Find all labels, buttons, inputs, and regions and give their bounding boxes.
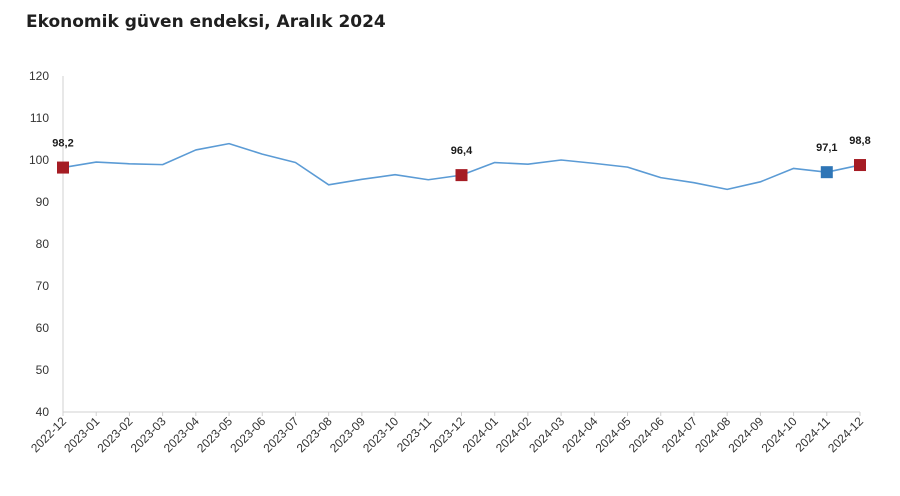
x-tick-label: 2023-05 (194, 414, 235, 455)
x-tick-label: 2022-12 (28, 414, 69, 455)
y-tick-label: 60 (36, 321, 50, 335)
x-tick-label: 2023-08 (294, 414, 335, 455)
x-tick-label: 2024-03 (526, 414, 567, 455)
x-tick-label: 2024-01 (460, 414, 501, 455)
x-tick-label: 2023-09 (327, 414, 368, 455)
data-label: 97,1 (816, 142, 837, 154)
y-tick-label: 70 (36, 279, 50, 293)
x-tick-label: 2024-05 (593, 414, 634, 455)
y-tick-label: 90 (36, 195, 50, 209)
x-tick-label: 2024-02 (493, 414, 534, 455)
x-tick-label: 2024-10 (759, 414, 800, 455)
axes: 4050607080901001101202022-122023-012023-… (28, 69, 866, 455)
y-tick-label: 120 (29, 69, 49, 83)
x-tick-label: 2023-07 (261, 414, 302, 455)
data-point-marker (820, 166, 833, 179)
y-tick-label: 110 (30, 111, 49, 125)
data-label: 98,8 (849, 135, 870, 147)
x-tick-label: 2023-04 (161, 414, 202, 455)
x-tick-label: 2023-02 (94, 414, 135, 455)
x-tick-label: 2024-06 (626, 414, 667, 455)
data-point-marker (854, 159, 866, 172)
marker-layer: 98,2 96,4 97,1 98,8 (52, 135, 871, 182)
x-tick-label: 2024-08 (692, 414, 733, 455)
x-tick-label: 2023-10 (360, 414, 401, 455)
x-tick-label: 2023-01 (61, 414, 102, 455)
y-tick-label: 50 (36, 363, 50, 377)
x-tick-label: 2024-12 (825, 414, 866, 455)
y-tick-label: 80 (36, 237, 50, 251)
data-point-marker (455, 169, 468, 182)
x-tick-label: 2023-03 (128, 414, 169, 455)
x-tick-label: 2024-04 (559, 414, 600, 455)
y-tick-label: 100 (29, 153, 49, 167)
y-tick-label: 40 (36, 405, 50, 419)
data-point-marker (57, 161, 69, 174)
data-label: 96,4 (451, 145, 473, 157)
x-tick-label: 2023-06 (227, 414, 268, 455)
x-tick-label: 2024-09 (725, 414, 766, 455)
chart-title: Ekonomik güven endeksi, Aralık 2024 (26, 12, 386, 32)
x-tick-label: 2023-12 (427, 414, 468, 455)
data-label: 98,2 (52, 138, 73, 150)
x-tick-label: 2024-07 (659, 414, 700, 455)
